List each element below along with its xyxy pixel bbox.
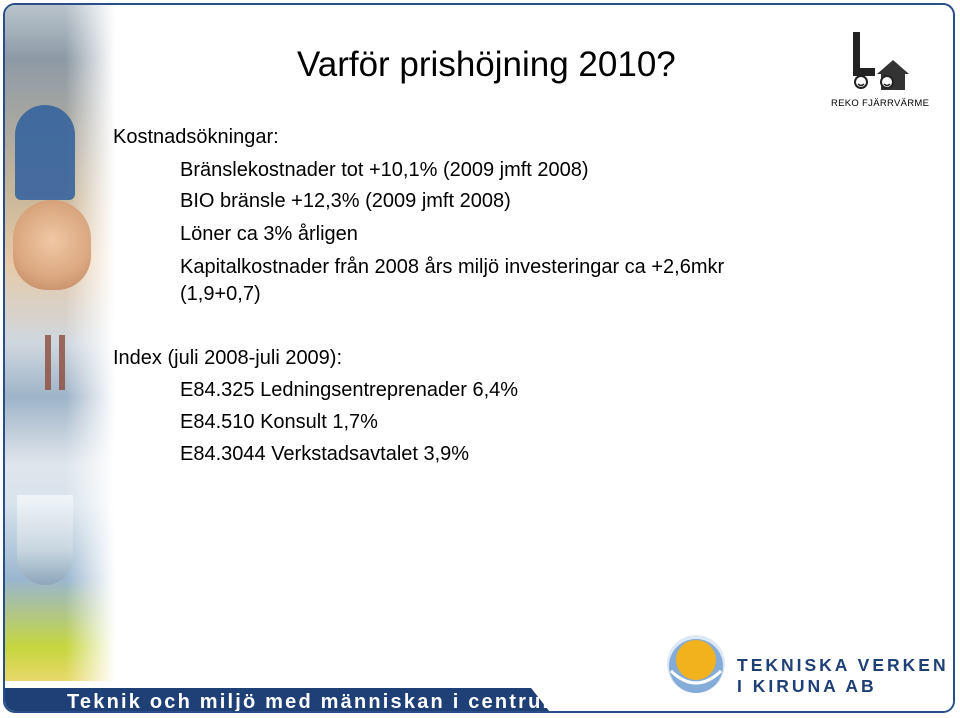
tekniska-name-line2: I KIRUNA AB [737,676,877,696]
person-photo [13,200,91,290]
cost-item-fuel: Bränslekostnader tot +10,1% (2009 jmft 2… [180,159,589,181]
index-item-konsult: E84.510 Konsult 1,7% [180,411,378,433]
reko-caption: REKO FJÄRRVÄRME [831,98,930,109]
footer-slogan: Teknik och miljö med människan i centrum [67,691,563,713]
index-item-verkstad: E84.3044 Verkstadsavtalet 3,9% [180,443,470,465]
tekniska-verken-sun-icon [667,635,725,693]
cost-item-capital: Kapitalkostnader från 2008 års miljö inv… [180,256,725,278]
reko-house-icon [853,32,909,90]
tekniska-verken-name: TEKNISKA VERKEN I KIRUNA AB [737,655,949,697]
cost-item-capital-breakdown: (1,9+0,7) [180,283,261,305]
decorative-photo-strip [5,5,115,681]
costs-heading: Kostnadsökningar: [113,126,279,148]
water-glass-image [17,495,73,585]
plant-chimneys-image [45,335,79,390]
index-heading: Index (juli 2008-juli 2009): [113,347,343,369]
cost-item-bio: BIO bränsle +12,3% (2009 jmft 2008) [180,190,511,212]
reko-fjarrvarme-logo: REKO FJÄRRVÄRME [827,30,935,116]
slide-frame: Varför prishöjning 2010? REKO FJÄRRVÄRME… [3,3,955,713]
footer-slogan-bar [5,688,553,711]
cost-item-wages: Löner ca 3% årligen [180,223,358,245]
index-item-ledning: E84.325 Ledningsentreprenader 6,4% [180,379,519,401]
slide-title: Varför prishöjning 2010? [297,45,676,84]
tekniska-name-line1: TEKNISKA VERKEN [737,655,949,675]
bicycle-sign-image [15,105,75,200]
